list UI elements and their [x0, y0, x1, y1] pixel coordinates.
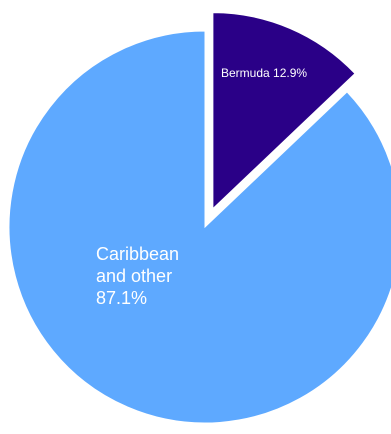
pie-slice-1[interactable] [8, 30, 391, 424]
slice-label-1-line-1: and other [96, 266, 172, 286]
slice-label-0-line-0: Bermuda 12.9% [221, 66, 307, 80]
slice-label-0: Bermuda 12.9% [221, 66, 307, 80]
slice-label-1: Caribbean and other 87.1% [96, 244, 179, 308]
slice-label-1-line-0: Caribbean [96, 244, 179, 264]
pie-slice-0[interactable] [212, 12, 356, 210]
slice-label-1-line-2: 87.1% [96, 288, 147, 308]
